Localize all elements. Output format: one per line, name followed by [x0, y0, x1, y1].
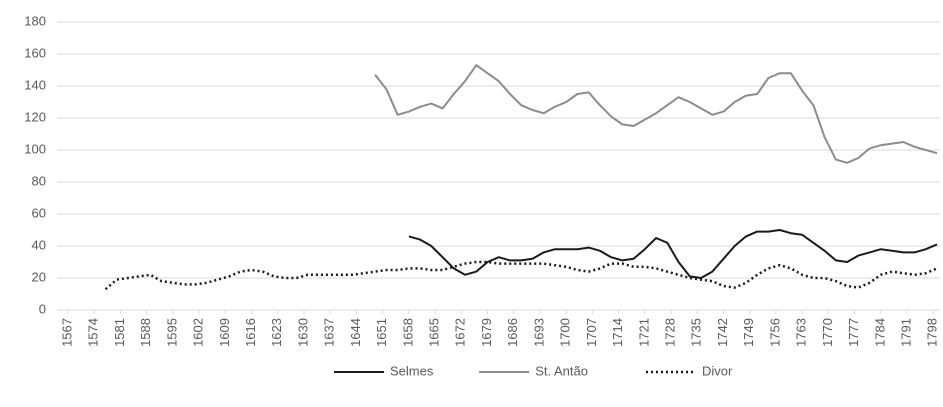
legend-label: Divor [702, 363, 733, 378]
x-tick-label: 1728 [662, 318, 677, 347]
x-tick-label: 1609 [217, 318, 232, 347]
y-tick-label: 120 [24, 109, 46, 124]
y-tick-label: 80 [32, 173, 46, 188]
x-tick-label: 1777 [846, 318, 861, 347]
x-tick-label: 1784 [872, 318, 887, 347]
legend-label: St. Antão [535, 363, 588, 378]
x-tick-label: 1700 [558, 318, 573, 347]
y-tick-label: 40 [32, 237, 46, 252]
y-tick-label: 160 [24, 45, 46, 60]
x-tick-label: 1651 [374, 318, 389, 347]
legend-label: Selmes [390, 363, 434, 378]
y-tick-label: 140 [24, 77, 46, 92]
x-tick-label: 1672 [453, 318, 468, 347]
x-tick-label: 1721 [636, 318, 651, 347]
x-tick-label: 1658 [400, 318, 415, 347]
x-tick-label: 1616 [243, 318, 258, 347]
x-tick-label: 1742 [715, 318, 730, 347]
x-tick-label: 1770 [820, 318, 835, 347]
x-tick-label: 1756 [767, 318, 782, 347]
x-tick-label: 1623 [269, 318, 284, 347]
y-tick-label: 100 [24, 141, 46, 156]
x-tick-label: 1574 [86, 318, 101, 347]
x-tick-label: 1763 [794, 318, 809, 347]
x-tick-label: 1798 [925, 318, 940, 347]
x-tick-label: 1665 [427, 318, 442, 347]
x-tick-label: 1595 [164, 318, 179, 347]
x-tick-label: 1679 [479, 318, 494, 347]
x-tick-label: 1686 [505, 318, 520, 347]
series-line [374, 64, 938, 164]
x-tick-label: 1588 [138, 318, 153, 347]
y-tick-label: 60 [32, 205, 46, 220]
x-tick-label: 1707 [584, 318, 599, 347]
series-line [104, 260, 938, 291]
x-tick-label: 1749 [741, 318, 756, 347]
x-tick-label: 1693 [531, 318, 546, 347]
x-tick-label: 1602 [191, 318, 206, 347]
x-tick-label: 1637 [322, 318, 337, 347]
x-tick-label: 1630 [295, 318, 310, 347]
y-tick-label: 20 [32, 269, 46, 284]
y-tick-label: 0 [39, 301, 46, 316]
x-tick-label: 1567 [59, 318, 74, 347]
x-tick-label: 1714 [610, 318, 625, 347]
series-line [408, 229, 938, 279]
x-tick-label: 1581 [112, 318, 127, 347]
x-tick-label: 1644 [348, 318, 363, 347]
y-tick-label: 180 [24, 13, 46, 28]
x-tick-label: 1735 [689, 318, 704, 347]
x-tick-label: 1791 [898, 318, 913, 347]
